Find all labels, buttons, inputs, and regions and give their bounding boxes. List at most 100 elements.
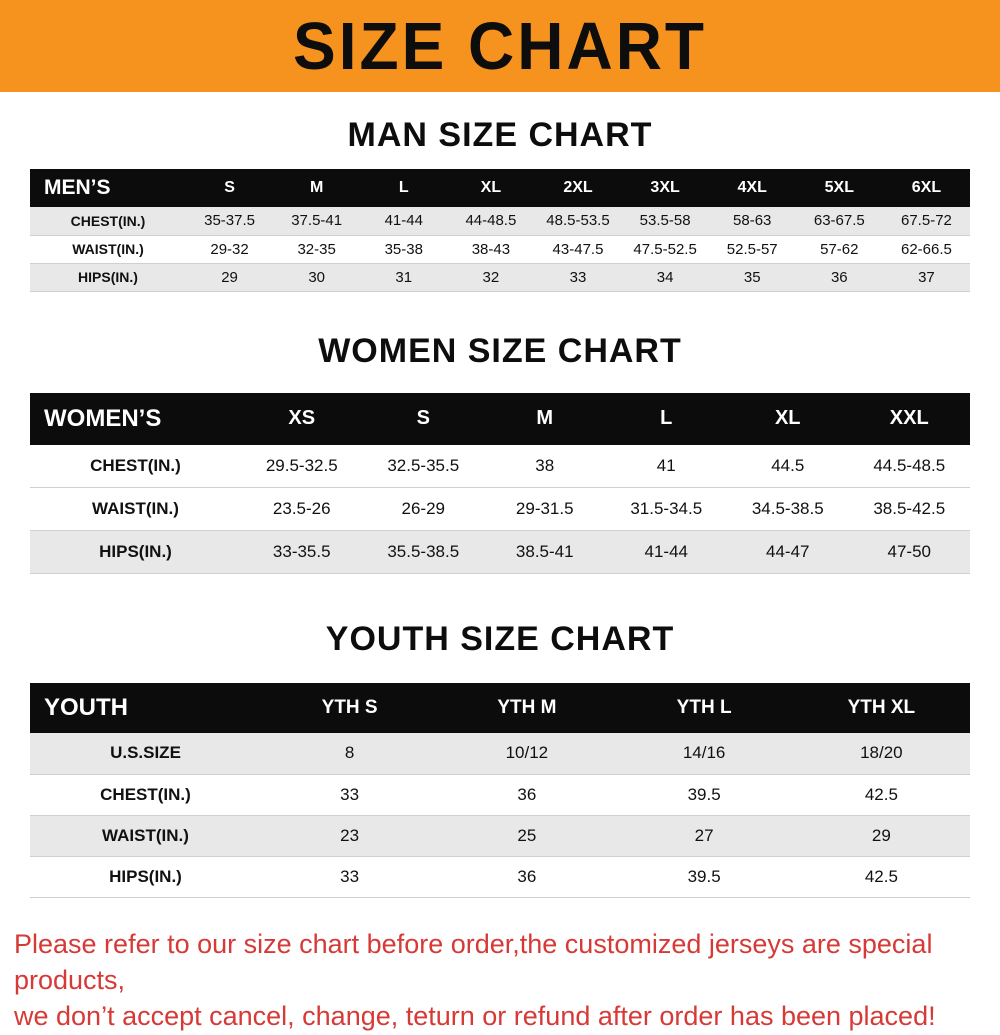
column-header: S [224, 179, 235, 196]
size-cell: 44.5 [771, 455, 805, 475]
table-header-row: YOUTH YTH S YTH M YTH L YTH XL [30, 683, 970, 733]
size-cell: 44.5-48.5 [873, 455, 946, 475]
women-section-heading: WOMEN SIZE CHART [318, 331, 682, 370]
size-cell: 48.5-53.5 [546, 212, 610, 230]
size-cell: 33-35.5 [272, 542, 331, 561]
size-cell: 41-44 [384, 212, 423, 230]
column-header: M [536, 407, 554, 429]
table-row: HIPS(IN.) 33 36 39.5 42.5 [30, 856, 970, 897]
size-cell: 47-50 [887, 542, 931, 561]
size-cell: 53.5-58 [639, 212, 691, 230]
column-header: 6XL [911, 179, 942, 196]
column-header: XL [774, 407, 801, 429]
column-header: 3XL [650, 179, 680, 196]
size-cell: 8 [344, 743, 355, 763]
size-cell: 14/16 [682, 743, 726, 763]
size-cell: 43-47.5 [552, 240, 604, 258]
size-cell: 39.5 [687, 866, 721, 886]
size-cell: 27 [694, 825, 714, 845]
column-header: YTH L [676, 697, 732, 718]
disclaimer-line-1: Please refer to our size chart before or… [14, 928, 933, 995]
size-cell: 31 [395, 268, 413, 286]
size-cell: 25 [517, 825, 537, 845]
size-cell: 34 [656, 268, 674, 286]
table-header-row: MEN’S S M L XL 2XL 3XL 4XL 5XL 6XL [30, 169, 970, 207]
table-row: U.S.SIZE 8 10/12 14/16 18/20 [30, 733, 970, 774]
size-cell: 42.5 [864, 784, 898, 804]
size-cell: 10/12 [505, 743, 549, 763]
size-cell: 29 [871, 825, 891, 845]
column-header: S [416, 407, 430, 429]
size-cell: 35-37.5 [204, 212, 255, 230]
column-header: YTH S [321, 697, 378, 718]
size-cell: 33 [340, 784, 360, 804]
size-cell: 57-62 [820, 240, 859, 258]
size-cell: 44-48.5 [465, 212, 517, 230]
size-cell: 38 [535, 455, 555, 475]
size-cell: 62-66.5 [901, 240, 952, 258]
size-cell: 34.5-38.5 [751, 499, 824, 518]
size-cell: 29-32 [210, 240, 249, 258]
size-cell: 36 [517, 866, 537, 886]
column-header: YTH M [497, 697, 557, 718]
size-chart-banner: SIZE CHART [0, 0, 1000, 92]
column-header: 4XL [737, 179, 767, 196]
size-cell: 35 [743, 268, 761, 286]
size-cell: 29.5-32.5 [265, 455, 338, 475]
row-label: HIPS(IN.) [99, 542, 172, 561]
table-row: CHEST(IN.) 35-37.5 37.5-41 41-44 44-48.5 48.5… [30, 207, 970, 235]
size-cell: 30 [308, 268, 325, 286]
column-header: XXL [889, 407, 929, 429]
column-header: XL [480, 179, 502, 196]
size-cell: 23.5-26 [272, 499, 331, 518]
size-cell: 23 [340, 825, 360, 845]
row-label: CHEST(IN.) [100, 784, 191, 804]
row-label: CHEST(IN.) [70, 212, 146, 229]
youth-size-table: YOUTH YTH S YTH M YTH L YTH XL U.S.SIZE 8 10/12… [30, 683, 970, 898]
size-cell: 42.5 [864, 866, 898, 886]
column-header: YTH XL [847, 697, 916, 718]
row-label: HIPS(IN.) [109, 866, 182, 886]
size-cell: 37.5-41 [291, 212, 343, 230]
size-cell: 36 [517, 784, 537, 804]
size-cell: 41 [656, 455, 676, 475]
size-cell: 35.5-38.5 [387, 542, 460, 561]
mens-size-table: MEN’S S M L XL 2XL 3XL 4XL 5XL 6XL CHEST(IN.) 35-37… [30, 169, 970, 292]
row-label: U.S.SIZE [110, 743, 181, 763]
men-section-heading: MAN SIZE CHART [347, 116, 653, 154]
size-cell: 41-44 [644, 542, 688, 561]
size-cell: 38-43 [471, 240, 511, 258]
column-header: M [310, 179, 324, 196]
banner-title: SIZE CHART [293, 8, 707, 84]
size-cell: 29-31.5 [515, 499, 574, 518]
table-corner-label: YOUTH [44, 694, 128, 721]
size-cell: 35-38 [384, 240, 423, 258]
womens-size-table: WOMEN’S XS S M L XL XXL CHEST(IN.) 29.5-32.5 32.5… [30, 392, 970, 575]
size-cell: 39.5 [687, 784, 721, 804]
row-label: CHEST(IN.) [90, 455, 181, 475]
order-disclaimer: Please refer to our size chart before or… [14, 926, 988, 1035]
table-row: HIPS(IN.) 33-35.5 35.5-38.5 38.5-41 41-44 44-… [30, 530, 970, 574]
table-row: WAIST(IN.) 23.5-26 26-29 29-31.5 31.5-34.5 34… [30, 487, 970, 531]
size-cell: 32.5-35.5 [387, 455, 460, 475]
table-row: HIPS(IN.) 29 30 31 32 33 34 35 36 37 [30, 263, 970, 291]
size-cell: 63-67.5 [813, 212, 865, 230]
size-cell: 33 [340, 866, 360, 886]
table-row: CHEST(IN.) 29.5-32.5 32.5-35.5 38 41 44.5 44.5… [30, 444, 970, 488]
size-cell: 31.5-34.5 [630, 499, 703, 518]
size-cell: 36 [830, 268, 848, 286]
size-cell: 58-63 [733, 212, 772, 230]
size-cell: 38.5-41 [515, 542, 574, 561]
size-cell: 32-35 [297, 240, 336, 258]
row-label: WAIST(IN.) [102, 825, 189, 845]
size-cell: 44-47 [766, 542, 810, 561]
table-header-row: WOMEN’S XS S M L XL XXL [30, 392, 970, 445]
disclaimer-line-2: we don’t accept cancel, change, teturn o… [14, 1001, 936, 1032]
size-cell: 29 [221, 268, 238, 286]
column-header: 5XL [824, 179, 854, 196]
column-header: XS [288, 407, 316, 429]
size-cell: 38.5-42.5 [873, 499, 946, 518]
row-label: HIPS(IN.) [78, 269, 138, 285]
table-row: CHEST(IN.) 33 36 39.5 42.5 [30, 774, 970, 815]
column-header: L [660, 407, 673, 429]
